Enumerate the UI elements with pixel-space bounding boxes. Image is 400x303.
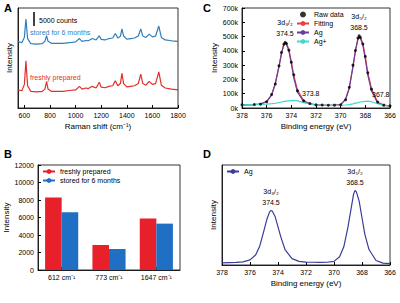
svg-text:368.5: 368.5 (350, 24, 368, 31)
svg-text:600: 600 (19, 112, 31, 119)
svg-text:368: 368 (356, 269, 368, 276)
svg-text:freshly prepared: freshly prepared (60, 168, 111, 176)
svg-text:freshly prepared: freshly prepared (30, 74, 81, 82)
svg-text:5000 counts: 5000 counts (39, 17, 78, 24)
svg-text:373.8: 373.8 (302, 90, 320, 97)
svg-text:stored for 6 months: stored for 6 months (30, 29, 91, 36)
svg-text:Ag: Ag (244, 168, 253, 176)
svg-text:600k: 600k (223, 19, 239, 26)
svg-text:Binding energy (eV): Binding energy (eV) (281, 122, 352, 131)
svg-text:374: 374 (272, 269, 284, 276)
svg-text:6000: 6000 (18, 214, 34, 221)
svg-text:3d₅/₂: 3d₅/₂ (347, 168, 363, 175)
svg-text:D: D (203, 148, 211, 160)
svg-text:Binding energy (eV): Binding energy (eV) (271, 279, 342, 288)
svg-text:Raw data: Raw data (314, 11, 344, 18)
svg-text:4000: 4000 (18, 232, 34, 239)
svg-text:8000: 8000 (18, 197, 34, 204)
svg-text:A: A (4, 2, 12, 14)
svg-text:B: B (4, 148, 12, 160)
svg-text:stored for 6 months: stored for 6 months (60, 177, 121, 184)
svg-text:1647 cm⁻¹: 1647 cm⁻¹ (141, 274, 173, 281)
svg-text:374.5: 374.5 (262, 199, 280, 206)
svg-text:374.5: 374.5 (276, 30, 294, 37)
svg-text:Raman shift (cm⁻¹): Raman shift (cm⁻¹) (65, 122, 132, 131)
svg-text:C: C (203, 2, 211, 14)
svg-text:300k: 300k (223, 62, 239, 69)
svg-text:368.5: 368.5 (346, 179, 364, 186)
svg-text:0k: 0k (231, 105, 239, 112)
svg-text:1600: 1600 (145, 112, 161, 119)
svg-text:Intensity: Intensity (210, 43, 219, 73)
svg-text:372: 372 (310, 112, 322, 119)
svg-text:376: 376 (261, 112, 273, 119)
svg-text:Ag: Ag (314, 29, 323, 37)
svg-text:366: 366 (384, 269, 396, 276)
svg-text:0: 0 (30, 267, 34, 274)
svg-text:100k: 100k (223, 90, 239, 97)
svg-text:1800: 1800 (170, 112, 186, 119)
svg-text:374: 374 (285, 112, 297, 119)
svg-text:12000: 12000 (15, 162, 35, 169)
svg-text:Intensity: Intensity (2, 203, 11, 233)
svg-text:1400: 1400 (119, 112, 135, 119)
svg-text:370: 370 (328, 269, 340, 276)
svg-text:3d₃/₂: 3d₃/₂ (277, 19, 293, 26)
svg-text:Fitting: Fitting (314, 20, 333, 28)
svg-text:800: 800 (44, 112, 56, 119)
svg-text:372: 372 (300, 269, 312, 276)
svg-text:376: 376 (244, 269, 256, 276)
svg-text:370: 370 (335, 112, 347, 119)
svg-text:500k: 500k (223, 33, 239, 40)
svg-text:367.8: 367.8 (372, 91, 390, 98)
svg-text:1200: 1200 (93, 112, 109, 119)
svg-text:Intensity: Intensity (209, 200, 218, 230)
svg-text:3d₅/₂: 3d₅/₂ (351, 13, 367, 20)
svg-text:Intensity: Intensity (5, 43, 14, 73)
svg-text:378: 378 (216, 269, 228, 276)
svg-text:700k: 700k (223, 5, 239, 12)
svg-text:368: 368 (359, 112, 371, 119)
svg-text:612 cm⁻¹: 612 cm⁻¹ (48, 274, 76, 281)
svg-text:10000: 10000 (15, 179, 35, 186)
svg-text:773 cm⁻¹: 773 cm⁻¹ (95, 274, 123, 281)
svg-text:2000: 2000 (18, 249, 34, 256)
svg-text:1000: 1000 (68, 112, 84, 119)
svg-text:400k: 400k (223, 47, 239, 54)
svg-text:Ag+: Ag+ (314, 38, 327, 46)
svg-text:200k: 200k (223, 76, 239, 83)
svg-text:366: 366 (384, 112, 396, 119)
svg-text:3d₃/₂: 3d₃/₂ (263, 188, 279, 195)
svg-text:378: 378 (236, 112, 248, 119)
